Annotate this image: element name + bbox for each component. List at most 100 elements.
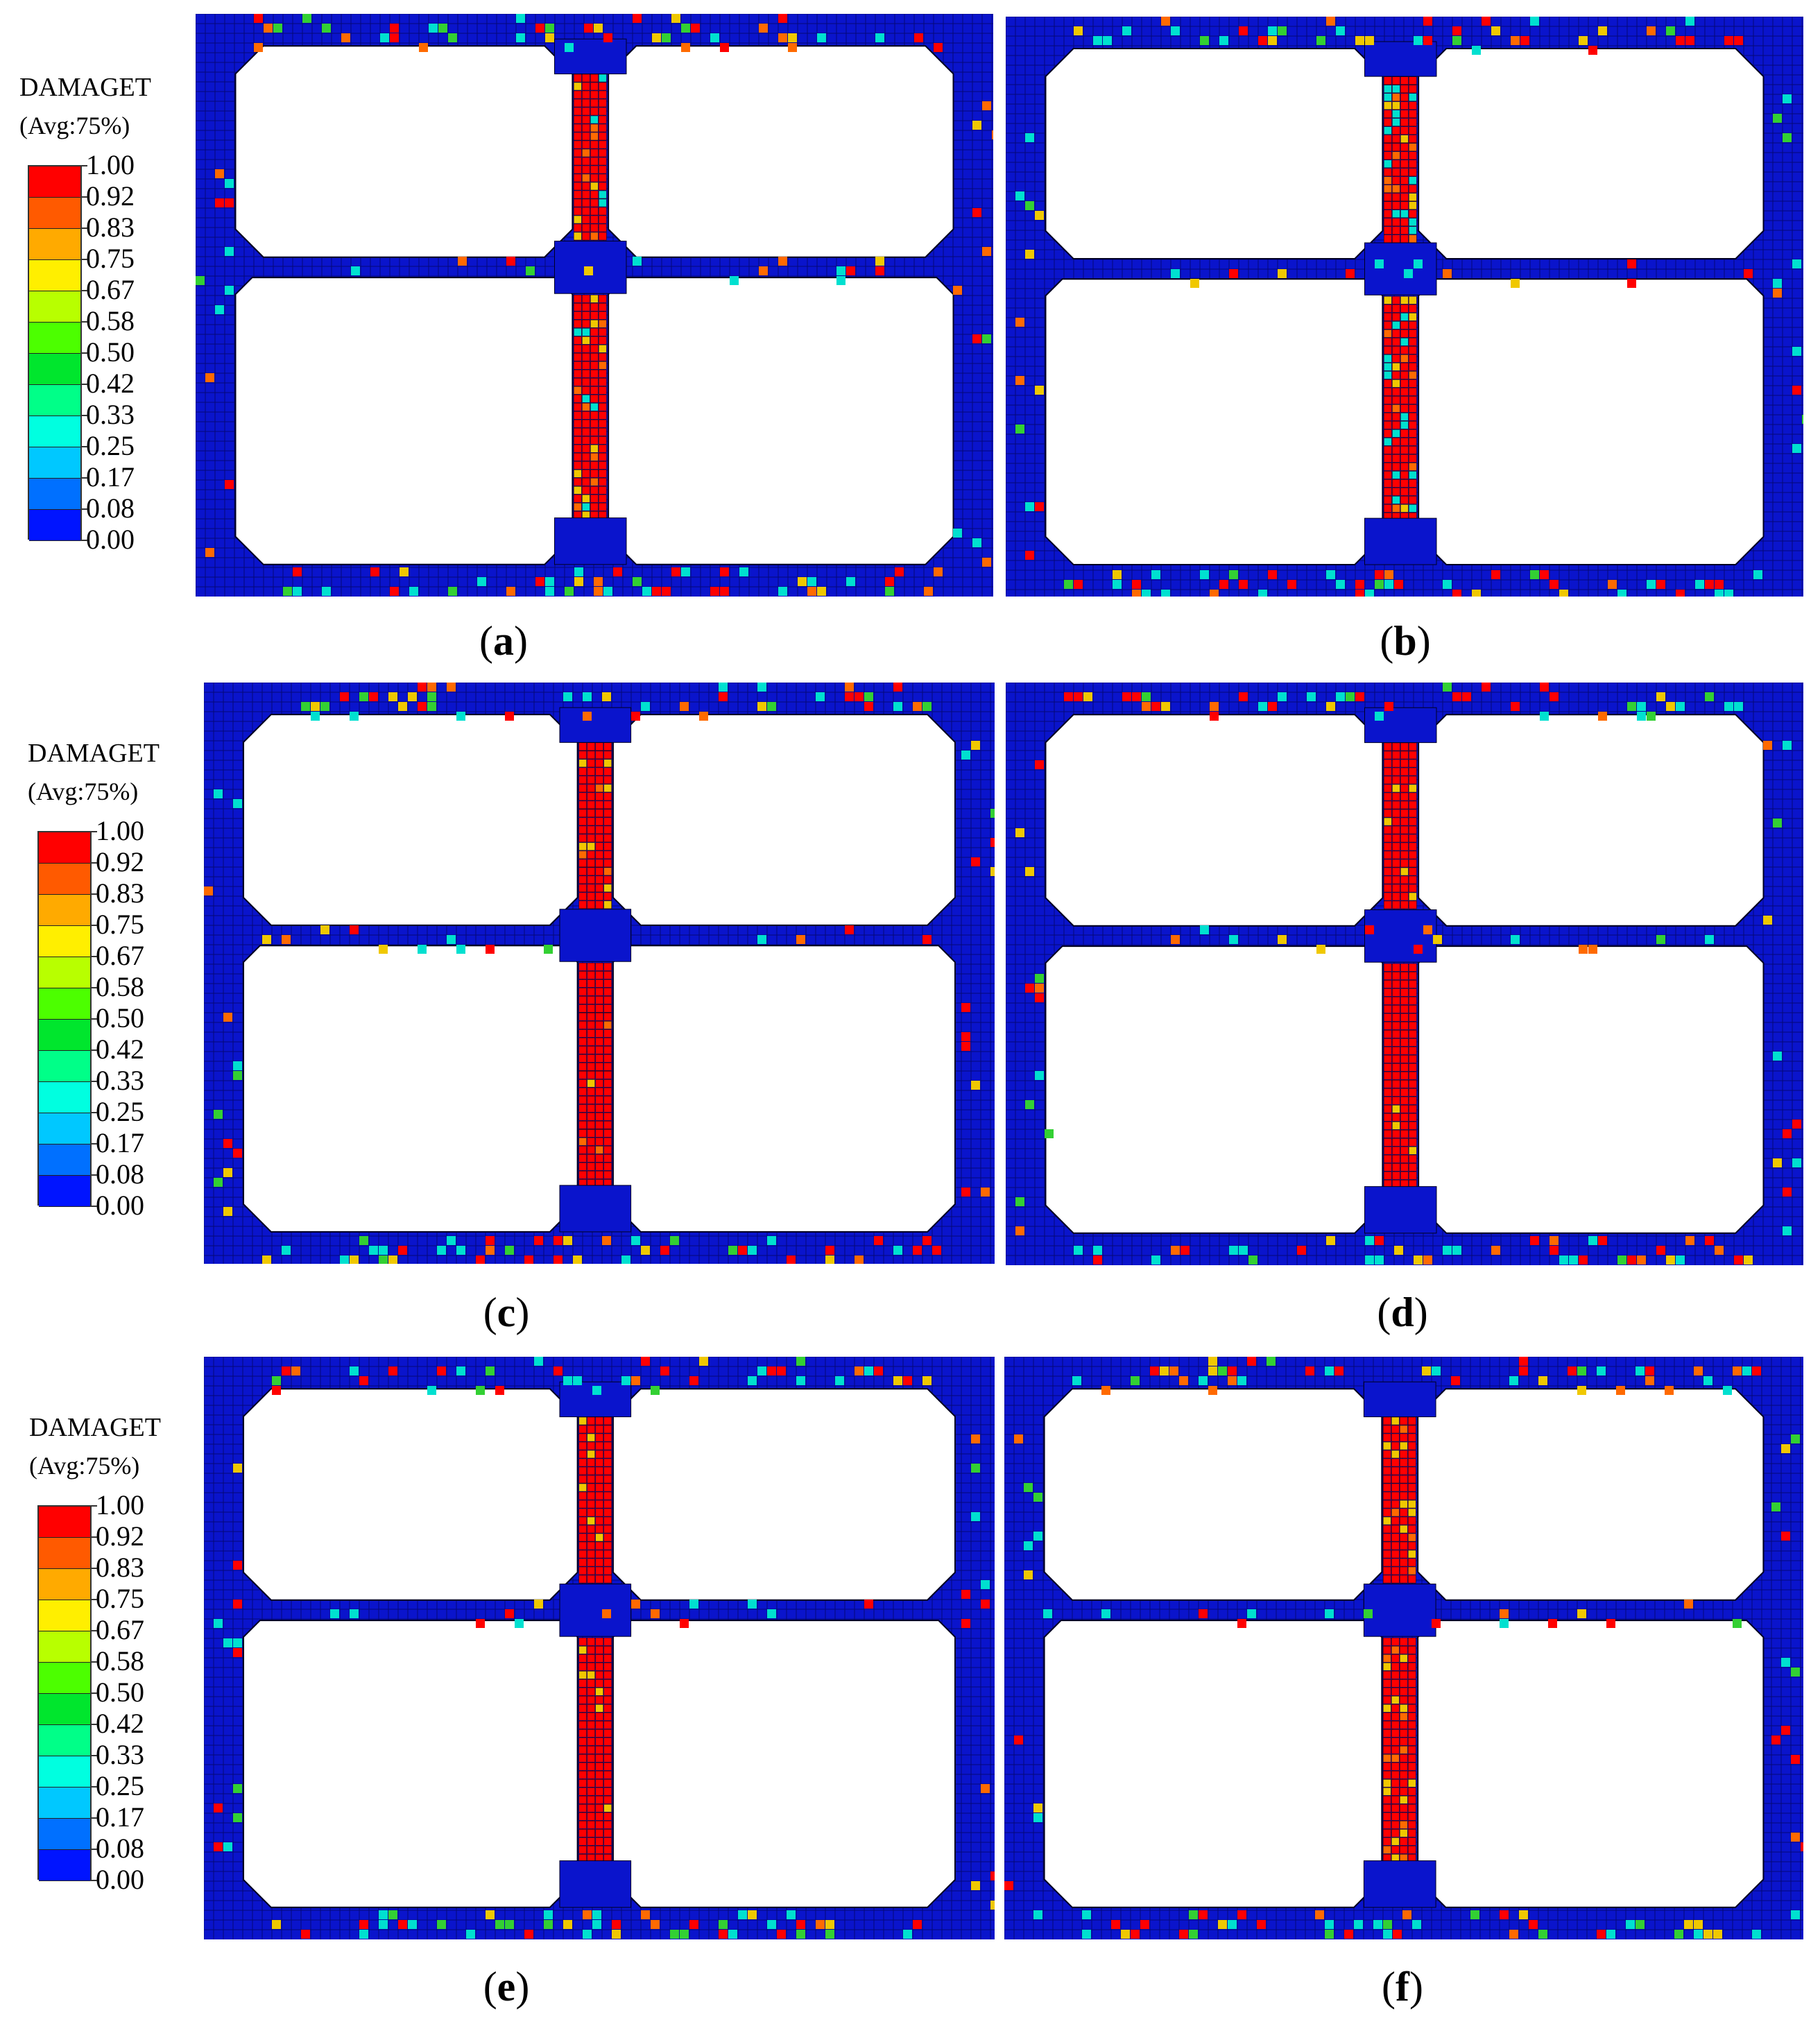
legend-swatch bbox=[29, 166, 80, 198]
frame-opening bbox=[612, 1388, 956, 1601]
legend-color-bar bbox=[28, 165, 82, 541]
legend-swatch bbox=[39, 1507, 90, 1538]
legend-tick-mark bbox=[90, 925, 97, 926]
frame-opening bbox=[1043, 1620, 1383, 1908]
legend-color-bar bbox=[37, 831, 92, 1207]
column-joint bbox=[1364, 242, 1437, 295]
legend-tick-mark bbox=[80, 540, 87, 541]
caption-a: (a) bbox=[479, 618, 528, 664]
legend-tick-label: 0.75 bbox=[86, 243, 135, 274]
legend-tick-label: 0.75 bbox=[96, 1583, 144, 1614]
frame-opening bbox=[612, 945, 956, 1233]
legend-tick-label: 0.33 bbox=[96, 1065, 144, 1096]
legend-tick-label: 0.58 bbox=[96, 971, 144, 1002]
legend-swatch bbox=[39, 926, 90, 957]
legend-tick-mark bbox=[90, 893, 97, 895]
legend-tick-label: 0.00 bbox=[96, 1864, 144, 1895]
legend-tick-mark bbox=[80, 477, 87, 479]
legend-swatch bbox=[39, 832, 90, 864]
legend-tick-mark bbox=[90, 1817, 97, 1819]
slab-damage bbox=[1015, 683, 1801, 1265]
legend-swatch bbox=[29, 479, 80, 510]
legend-tick-label: 0.50 bbox=[96, 1002, 144, 1034]
legend-tick-mark bbox=[80, 259, 87, 260]
legend-swatch bbox=[29, 385, 80, 416]
frame-opening bbox=[1418, 714, 1765, 927]
caption-f: (f) bbox=[1382, 1964, 1423, 2009]
caption-c: (c) bbox=[483, 1289, 530, 1335]
legend-tick-mark bbox=[90, 1206, 97, 1207]
frame-opening bbox=[1045, 278, 1384, 566]
legend-tick-label: 0.67 bbox=[86, 274, 135, 305]
legend-swatch bbox=[29, 229, 80, 260]
legend-tick-mark bbox=[90, 862, 97, 864]
legend-tick-label: 0.92 bbox=[96, 846, 144, 877]
legend-tick-label: 0.25 bbox=[86, 430, 135, 461]
legend-color-bar bbox=[37, 1505, 92, 1881]
damage-legend: DAMAGET (Avg:75%) 1.00 0.92 0.83 0.75 0.67 0.… bbox=[8, 735, 209, 1235]
column-joint bbox=[1364, 909, 1437, 963]
legend-tick-mark bbox=[90, 1112, 97, 1113]
legend-tick-mark bbox=[80, 508, 87, 510]
legend-tick-label: 0.08 bbox=[96, 1158, 144, 1190]
column-joint bbox=[1364, 1186, 1437, 1234]
frame-opening bbox=[243, 1388, 578, 1601]
legend-tick-mark bbox=[90, 1143, 97, 1145]
legend-subtitle: (Avg:75%) bbox=[19, 112, 130, 139]
frame-opening bbox=[612, 714, 956, 926]
slab-damage bbox=[214, 1357, 995, 1939]
contour-panel-a bbox=[196, 14, 993, 597]
legend-swatch bbox=[39, 895, 90, 926]
contour-panel-f bbox=[1004, 1357, 1803, 1939]
legend-tick-mark bbox=[80, 290, 87, 291]
legend-title: DAMAGET bbox=[28, 739, 160, 768]
legend-tick-mark bbox=[80, 415, 87, 416]
legend-title: DAMAGET bbox=[19, 73, 151, 102]
legend-swatch bbox=[39, 1176, 90, 1207]
legend-tick-mark bbox=[90, 1174, 97, 1176]
legend-tick-mark bbox=[80, 196, 87, 198]
legend-tick-label: 0.25 bbox=[96, 1096, 144, 1127]
legend-tick-label: 0.58 bbox=[86, 305, 135, 336]
legend-tick-mark bbox=[90, 1849, 97, 1850]
column-joint bbox=[1363, 1381, 1436, 1418]
caption-b: (b) bbox=[1380, 618, 1431, 664]
legend-tick-label: 0.00 bbox=[96, 1190, 144, 1221]
frame-opening bbox=[1045, 945, 1384, 1234]
slab-damage bbox=[196, 14, 993, 596]
frame-opening bbox=[1418, 278, 1765, 566]
legend-swatch bbox=[29, 510, 80, 541]
legend-tick-label: 0.33 bbox=[86, 399, 135, 430]
column-joint bbox=[559, 1860, 632, 1908]
legend-swatch bbox=[39, 1538, 90, 1569]
legend-swatch bbox=[39, 1145, 90, 1176]
legend-swatch bbox=[39, 1819, 90, 1850]
legend-tick-mark bbox=[90, 1568, 97, 1569]
legend-swatch bbox=[39, 1600, 90, 1631]
legend-tick-label: 0.58 bbox=[96, 1645, 144, 1677]
legend-tick-label: 0.42 bbox=[86, 368, 135, 399]
legend-swatch bbox=[29, 416, 80, 447]
frame-opening bbox=[234, 277, 574, 565]
column-joint bbox=[1363, 1584, 1436, 1637]
legend-swatch bbox=[39, 864, 90, 895]
legend-tick-mark bbox=[90, 1049, 97, 1051]
legend-swatch bbox=[29, 291, 80, 323]
legend-swatch bbox=[39, 1051, 90, 1082]
legend-title: DAMAGET bbox=[29, 1413, 161, 1442]
caption-d: (d) bbox=[1377, 1289, 1428, 1335]
column-joint bbox=[1363, 1860, 1436, 1908]
legend-tick-mark bbox=[90, 1081, 97, 1082]
frame-opening bbox=[243, 1620, 578, 1908]
legend-tick-mark bbox=[80, 165, 87, 166]
contour-panel-b bbox=[1006, 17, 1803, 597]
legend-swatch bbox=[29, 198, 80, 229]
frame-opening bbox=[1417, 1620, 1765, 1908]
legend-swatch bbox=[39, 1631, 90, 1663]
legend-tick-label: 0.08 bbox=[96, 1833, 144, 1864]
damage-legend: DAMAGET (Avg:75%) 1.00 0.92 0.83 0.75 0.67 0.… bbox=[8, 1409, 209, 1909]
frame-opening bbox=[1418, 47, 1765, 260]
caption-e: (e) bbox=[483, 1964, 530, 2009]
legend-swatch bbox=[39, 957, 90, 988]
